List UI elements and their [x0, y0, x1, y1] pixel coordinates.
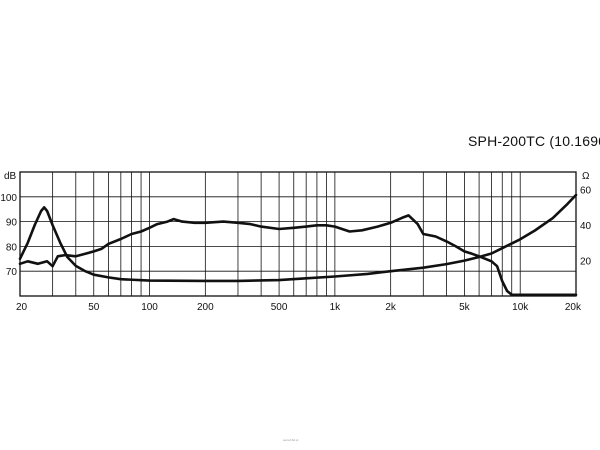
- plot-frame: [19, 171, 577, 297]
- x-tick-label: 200: [197, 302, 214, 313]
- y-right-tick-label: 20: [580, 257, 592, 268]
- x-tick-label: 1k: [330, 302, 342, 313]
- x-tick-label: 500: [271, 302, 288, 313]
- x-tick-label: 2k: [385, 302, 397, 313]
- x-tick-label: 20: [16, 302, 28, 313]
- y-right-unit-label: Ω: [582, 171, 590, 182]
- x-tick-label: 20k: [565, 302, 582, 313]
- watermark: www.bhd.pl: [283, 438, 299, 442]
- y-right-tick-label: 40: [580, 221, 592, 232]
- y-right-tick-label: 60: [580, 186, 592, 197]
- y-left-tick-label: 100: [0, 193, 17, 204]
- x-tick-label: 100: [141, 302, 158, 313]
- impedance-curve: [18, 193, 578, 283]
- grid: [20, 172, 576, 296]
- y-left-unit-label: dB: [4, 171, 17, 182]
- tick-labels: 20 50 100 200 500 1k 2k 5k 10k 20k 70 80 90 100 20 40 60…: [0, 171, 591, 313]
- series-layer: [18, 193, 578, 297]
- x-tick-label: 10k: [512, 302, 529, 313]
- x-tick-label: 5k: [459, 302, 471, 313]
- y-left-tick-label: 80: [6, 242, 18, 253]
- chart-title: SPH-200TC (10.1690): [468, 133, 600, 149]
- y-left-tick-label: 90: [6, 218, 18, 229]
- frequency-response-curve: [18, 214, 578, 297]
- x-tick-label: 50: [88, 302, 100, 313]
- y-left-tick-label: 70: [6, 267, 18, 278]
